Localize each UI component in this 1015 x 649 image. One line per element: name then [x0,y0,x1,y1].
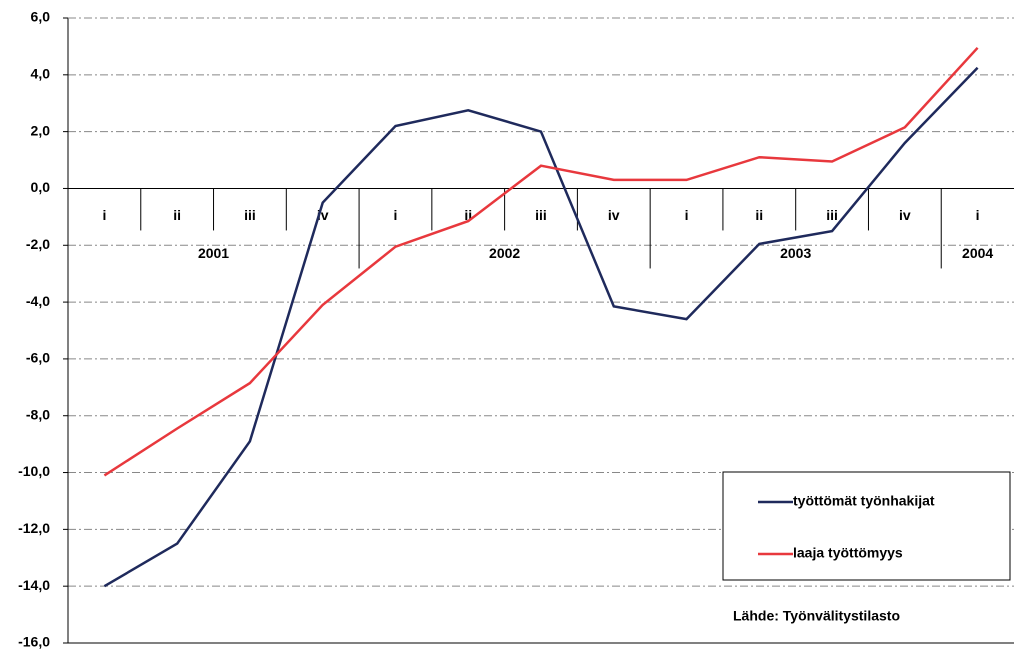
x-tick-label: i [976,207,980,223]
x-tick-label: iv [317,207,329,223]
x-tick-label: iv [899,207,911,223]
x-group-label: 2003 [780,245,811,261]
annotation: Lähde: Työnvälitystilasto [733,608,900,624]
x-tick-label: ii [173,207,181,223]
x-tick-label: i [685,207,689,223]
legend-label: työttömät työnhakijat [793,493,935,509]
x-tick-label: iv [608,207,620,223]
legend-box [722,471,1011,581]
legend-label: laaja työttömyys [793,545,903,561]
x-tick-label: ii [755,207,763,223]
y-tick-label: -10,0 [18,463,50,479]
y-tick-label: -12,0 [18,520,50,536]
x-tick-label: iii [535,207,547,223]
y-tick-label: 2,0 [31,122,51,138]
y-tick-label: -4,0 [26,293,50,309]
y-tick-label: -2,0 [26,236,50,252]
y-tick-label: 0,0 [31,179,51,195]
x-group-label: 2002 [489,245,520,261]
y-tick-label: 4,0 [31,66,51,82]
y-tick-label: -6,0 [26,350,50,366]
y-tick-label: -16,0 [18,634,50,649]
x-tick-label: iii [244,207,256,223]
x-group-label: 2004 [962,245,993,261]
y-tick-label: 6,0 [31,9,51,25]
x-tick-label: iii [826,207,838,223]
x-tick-label: i [394,207,398,223]
y-tick-label: -14,0 [18,577,50,593]
x-tick-label: ii [464,207,472,223]
line-series [103,46,979,477]
x-group-label: 2001 [198,245,229,261]
x-tick-label: i [102,207,106,223]
y-tick-label: -8,0 [26,406,50,422]
line-series [103,66,979,588]
